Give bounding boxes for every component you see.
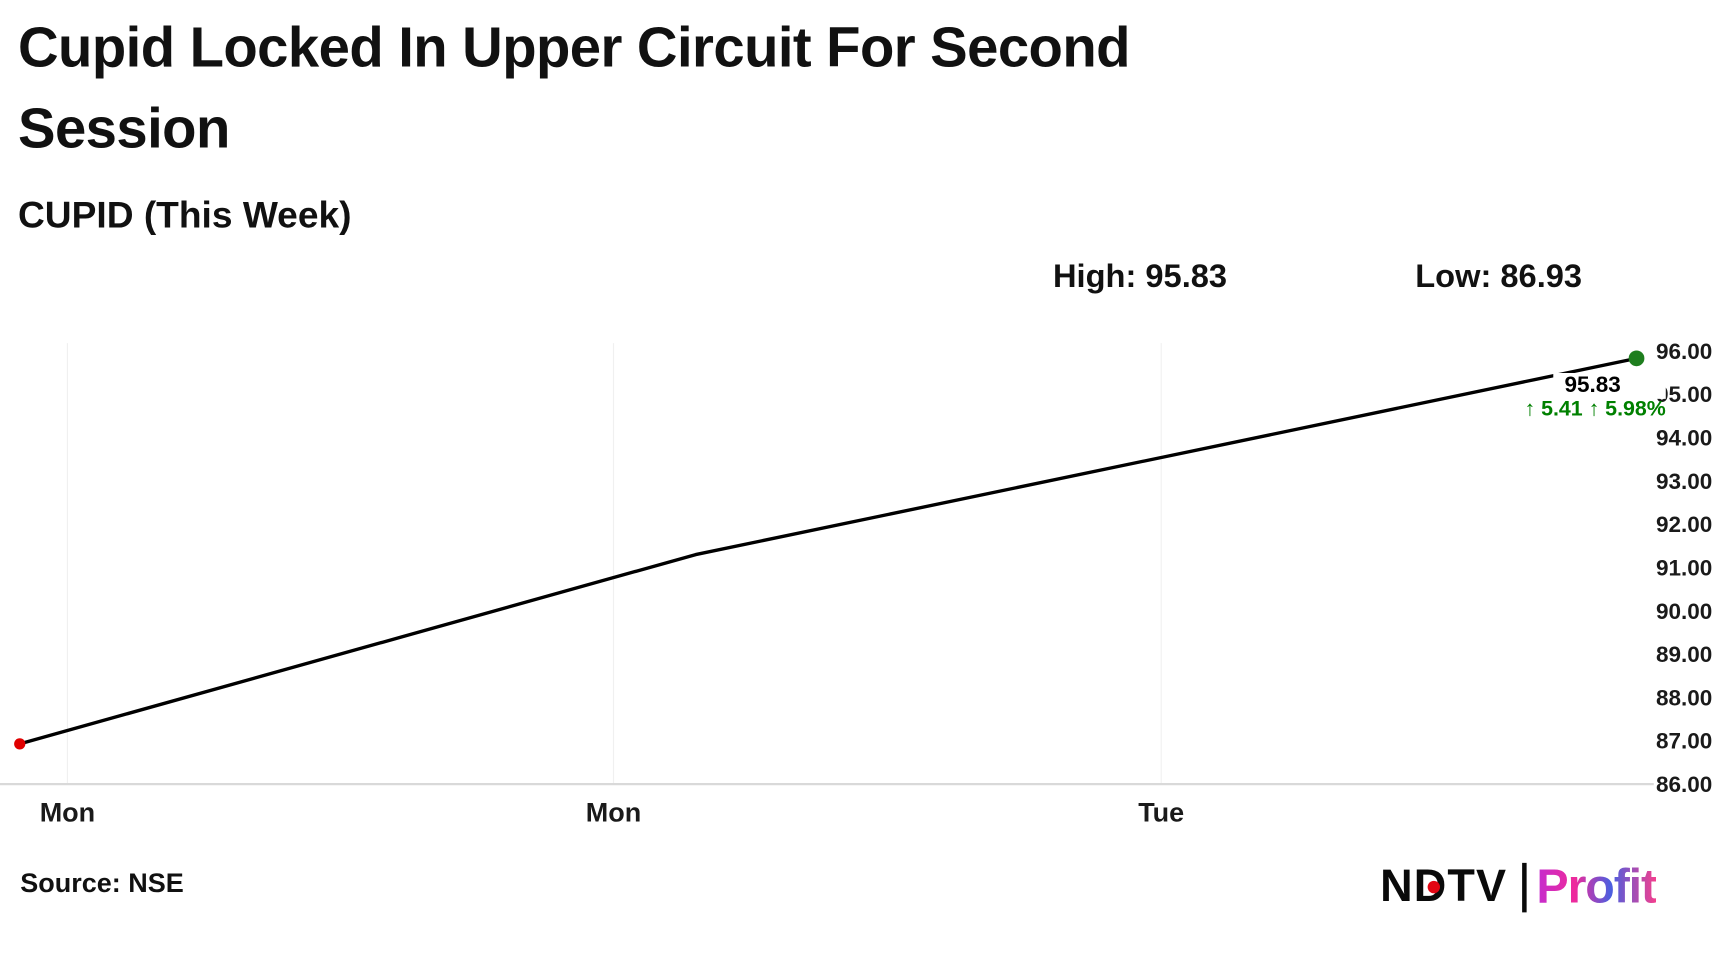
chart-area: 96.00 95.00 94.00 93.00 92.00 91.00 90.00 89.00… [0, 326, 1728, 855]
ndtv-red-dot-icon [1427, 880, 1440, 894]
x-axis-label: Tue [1138, 797, 1184, 827]
y-axis-label: 94.00 [1656, 426, 1712, 451]
high-value-label: High: 95.83 [1053, 258, 1228, 295]
brand-logo: NDTV Profit [1380, 859, 1657, 915]
y-axis-label: 96.00 [1656, 339, 1712, 364]
y-axis-label: 89.00 [1656, 642, 1712, 667]
brand-separator [1521, 862, 1527, 912]
y-axis-label: 88.00 [1656, 685, 1712, 710]
last-value-label: 95.83 [1564, 372, 1620, 397]
x-axis-label: Mon [586, 797, 641, 827]
price-line-chart: 96.0095.0094.0093.0092.0091.0090.0089.00… [0, 339, 1712, 827]
y-axis-label: 90.00 [1656, 599, 1712, 624]
price-line [19, 356, 1637, 746]
ndtv-logo: NDTV [1380, 862, 1507, 913]
page-title: Cupid Locked In Upper Circuit For Second… [18, 15, 1131, 160]
y-axis-label: 92.00 [1656, 512, 1712, 537]
low-value-label: Low: 86.93 [1415, 258, 1583, 295]
end-marker [1628, 350, 1645, 367]
start-marker [14, 738, 26, 750]
profit-logo-text: Profit [1536, 859, 1657, 914]
change-label: ↑ 5.41 ↑ 5.98% [1524, 397, 1665, 421]
source-note: Source: NSE [20, 868, 184, 899]
chart-subtitle: CUPID (This Week) [18, 193, 352, 236]
x-axis-label: Mon [40, 797, 95, 827]
value-label-bg [1553, 372, 1666, 399]
ndtv-logo-text: NDTV [1380, 861, 1508, 912]
y-axis-label: 93.00 [1656, 469, 1712, 494]
y-axis-label: 91.00 [1656, 555, 1712, 580]
y-axis-label: 86.00 [1656, 772, 1712, 797]
y-axis-label: 87.00 [1656, 729, 1712, 754]
